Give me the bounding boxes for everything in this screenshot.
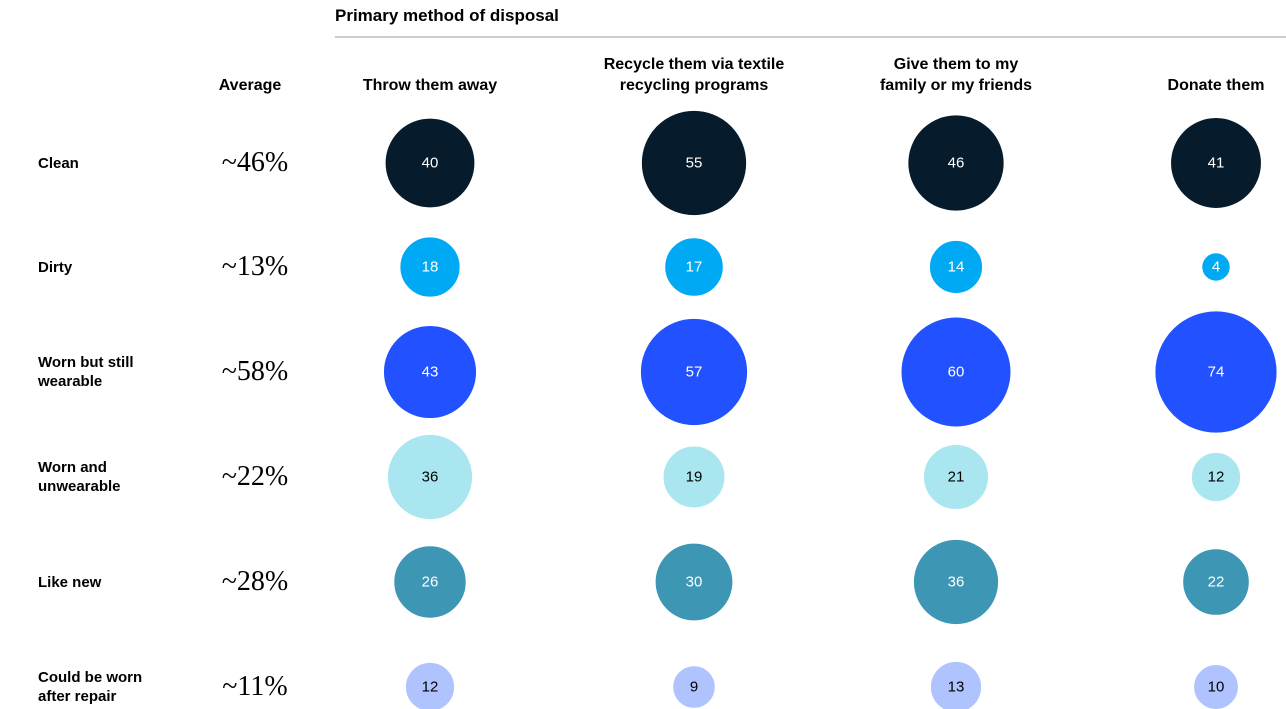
bubble <box>640 109 748 217</box>
bubble-label: 18 <box>422 259 439 276</box>
bubble <box>1154 310 1278 434</box>
average-value: ~22% <box>221 461 289 492</box>
bubble <box>907 114 1005 212</box>
bubble-label: 40 <box>422 155 439 172</box>
bubble-label: 57 <box>686 364 703 381</box>
bubble <box>664 237 724 297</box>
bubble-label: 36 <box>422 469 439 486</box>
average-value: ~13% <box>221 251 289 282</box>
bubble-label: 55 <box>686 155 703 172</box>
bubble-label: 46 <box>948 155 965 172</box>
row-label: Clean <box>38 154 79 172</box>
bubble-label: 36 <box>948 574 965 591</box>
bubble-label: 17 <box>686 259 703 276</box>
bubble <box>1193 664 1239 709</box>
bubble <box>929 660 983 709</box>
column-header: Recycle them via textile recycling progr… <box>603 56 785 94</box>
bubble <box>1190 451 1242 503</box>
bubble <box>639 317 749 427</box>
chart-title: Primary method of disposal <box>335 6 559 25</box>
bubble-label: 60 <box>948 364 965 381</box>
bubble-label: 21 <box>948 469 965 486</box>
row-label: Worn and unwearable <box>38 459 121 495</box>
bubble-label: 22 <box>1208 574 1225 591</box>
bubble <box>1170 117 1262 209</box>
bubble-label: 12 <box>1208 469 1225 486</box>
bubble <box>672 665 716 709</box>
row-label: Dirty <box>38 258 73 276</box>
bubble <box>928 239 984 295</box>
bubble-label: 19 <box>686 469 703 486</box>
bubble-label: 9 <box>690 679 698 696</box>
bubble-label: 10 <box>1208 679 1225 696</box>
bubble <box>1182 548 1250 616</box>
bubble <box>384 117 476 209</box>
bubble <box>900 316 1012 428</box>
bubble-label: 12 <box>422 679 439 696</box>
bubble <box>1201 252 1231 282</box>
bubble <box>399 236 461 298</box>
bubble-label: 41 <box>1208 155 1225 172</box>
bubble-label: 30 <box>686 574 703 591</box>
bubble-label: 14 <box>948 259 965 276</box>
bubble <box>654 542 734 622</box>
bubble <box>382 324 478 420</box>
average-header: Average <box>218 77 282 94</box>
average-value: ~46% <box>221 147 289 178</box>
row-label: Worn but still wearable <box>38 354 134 390</box>
bubble-label: 4 <box>1212 259 1220 276</box>
row-label: Could be worn after repair <box>38 669 143 705</box>
bubble <box>912 538 1000 626</box>
column-header: Give them to my family or my friends <box>879 56 1033 94</box>
row-label: Like new <box>38 573 102 591</box>
bubble <box>393 545 467 619</box>
average-value: ~11% <box>222 671 288 702</box>
bubble-label: 43 <box>422 364 439 381</box>
average-value: ~28% <box>221 566 289 597</box>
bubble <box>922 443 990 511</box>
bubble-label: 74 <box>1208 364 1225 381</box>
column-header: Throw them away <box>362 77 498 94</box>
bubble <box>662 445 726 509</box>
bubble-label: 13 <box>948 679 965 696</box>
bubble <box>404 661 456 709</box>
average-value: ~58% <box>221 356 289 387</box>
column-header: Donate them <box>1167 77 1265 94</box>
bubble <box>386 433 474 521</box>
bubble-label: 26 <box>422 574 439 591</box>
